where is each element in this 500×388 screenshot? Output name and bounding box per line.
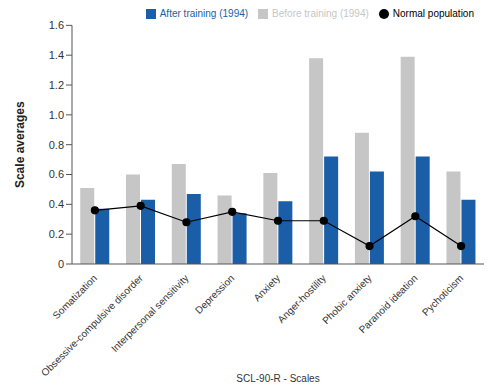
svg-text:0: 0 xyxy=(58,258,64,270)
html-text:Before training (1994): Before training (1994) xyxy=(272,8,369,19)
svg-text:SCL-90-R - Scales: SCL-90-R - Scales xyxy=(236,373,319,384)
svg-text:1.4: 1.4 xyxy=(49,49,64,61)
svg-text:1.6: 1.6 xyxy=(49,19,64,31)
svg-text:Anger-hostility: Anger-hostility xyxy=(275,272,328,325)
svg-text:Somatization: Somatization xyxy=(50,272,99,321)
svg-text:Scale averages: Scale averages xyxy=(13,101,27,188)
svg-text:Paranoid ideation: Paranoid ideation xyxy=(357,272,420,335)
svg-text:0.6: 0.6 xyxy=(49,168,64,180)
svg-text:Phobic anxiety: Phobic anxiety xyxy=(320,272,374,327)
svg-text:0.8: 0.8 xyxy=(49,139,64,151)
html-text:Normal population: Normal population xyxy=(392,8,474,19)
svg-text:0.4: 0.4 xyxy=(49,198,64,210)
svg-text:Pychoticism: Pychoticism xyxy=(420,272,466,318)
html-text:After training (1994): After training (1994) xyxy=(159,8,249,19)
svg-text:Interpersonal sensitivity: Interpersonal sensitivity xyxy=(109,272,191,354)
svg-text:1.2: 1.2 xyxy=(49,79,64,91)
svg-text:Obsessive-compulsive disorder: Obsessive-compulsive disorder xyxy=(38,272,145,379)
svg-text:0.2: 0.2 xyxy=(49,228,64,240)
svg-text:Depression: Depression xyxy=(193,272,237,316)
svg-text:1.0: 1.0 xyxy=(49,109,64,121)
svg-text:Anxiety: Anxiety xyxy=(251,272,282,303)
